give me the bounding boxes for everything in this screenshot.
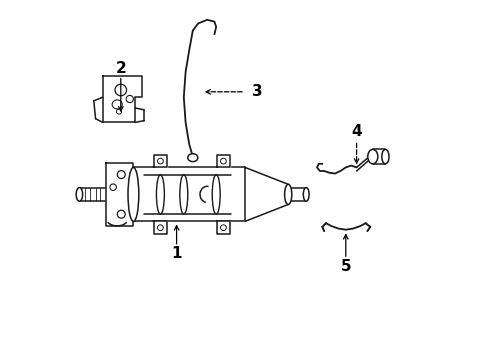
Ellipse shape <box>76 188 83 201</box>
Polygon shape <box>217 221 230 234</box>
Text: 3: 3 <box>252 84 263 99</box>
Polygon shape <box>153 221 167 234</box>
Polygon shape <box>106 163 133 226</box>
Polygon shape <box>153 155 167 167</box>
Polygon shape <box>217 155 230 167</box>
Polygon shape <box>245 167 288 221</box>
Text: 4: 4 <box>351 124 362 139</box>
Ellipse shape <box>303 188 309 201</box>
Text: 2: 2 <box>116 61 126 76</box>
Text: 5: 5 <box>341 259 351 274</box>
Polygon shape <box>133 167 245 221</box>
Ellipse shape <box>128 167 139 221</box>
Ellipse shape <box>188 154 198 162</box>
Ellipse shape <box>382 149 389 164</box>
Text: 1: 1 <box>172 246 182 261</box>
Ellipse shape <box>368 149 378 164</box>
Polygon shape <box>103 76 143 122</box>
Polygon shape <box>144 175 231 214</box>
Ellipse shape <box>285 184 292 204</box>
